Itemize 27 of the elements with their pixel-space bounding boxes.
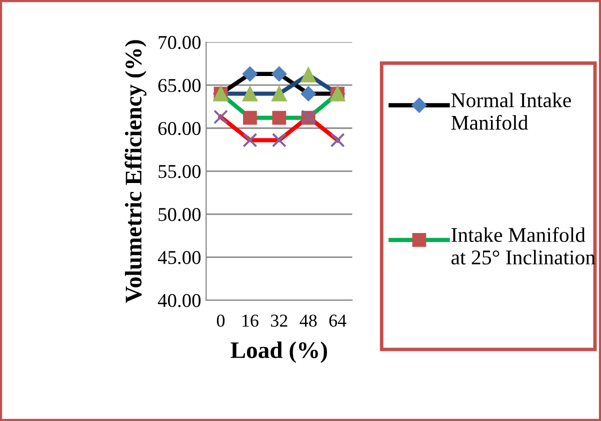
x-tick-label: 32 [271, 314, 288, 327]
point [242, 86, 258, 102]
x-tick-label: 16 [242, 314, 258, 327]
point [242, 66, 258, 82]
point [272, 110, 286, 125]
x-tick-label: 48 [300, 314, 317, 327]
y-tick-label: 55.00 [158, 164, 201, 178]
y-tick-label: 40.00 [158, 294, 201, 308]
y-tick-label: 45.00 [158, 250, 201, 264]
point [272, 132, 286, 148]
point [300, 67, 316, 82]
y-tick-label: 50.00 [158, 208, 201, 222]
y-tick-label: 70.00 [158, 36, 201, 50]
point [272, 66, 287, 82]
y-axis-title: Volumetric Efficiency (%) [124, 40, 146, 303]
point [330, 132, 345, 148]
x-tick-label: 64 [329, 314, 346, 327]
legend-label: Normal Intake Manifold [451, 92, 571, 130]
x-axis-title: Load (%) [230, 342, 327, 363]
x-tick-label: 0 [216, 314, 225, 327]
y-tick-label: 65.00 [158, 78, 201, 92]
point [243, 110, 257, 125]
point [300, 86, 316, 102]
point [272, 86, 287, 102]
point [213, 110, 228, 124]
y-tick-label: 60.00 [158, 122, 201, 136]
point [242, 132, 258, 148]
